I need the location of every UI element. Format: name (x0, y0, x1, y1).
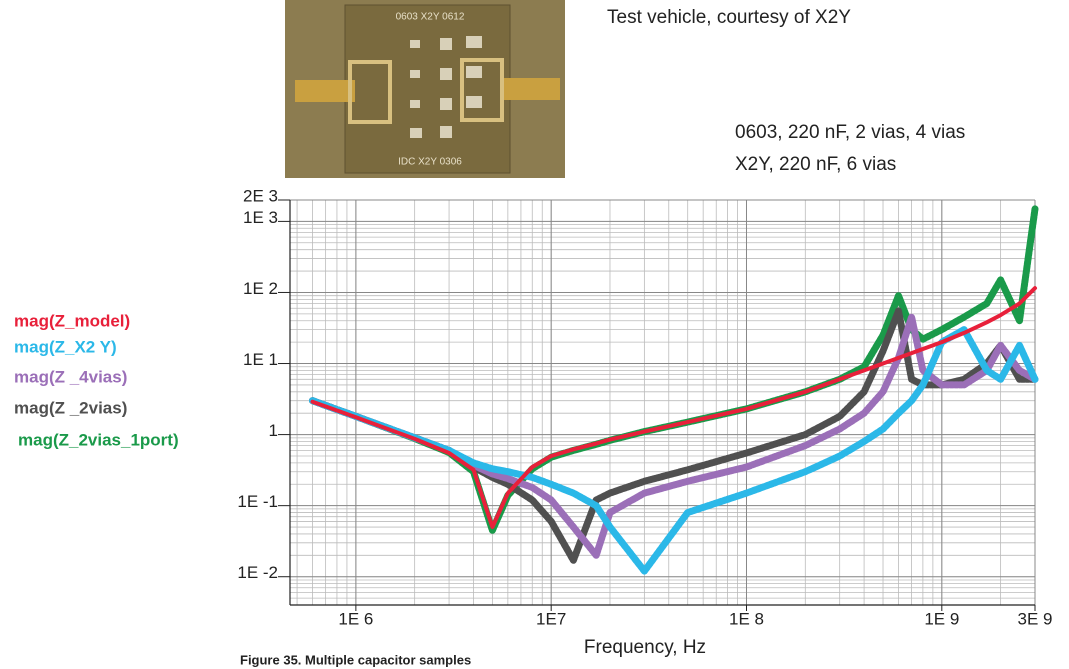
pads (410, 36, 482, 138)
x-tick-label: 1E 6 (338, 609, 373, 628)
y-tick-label: 1E 1 (243, 350, 278, 369)
y-tick-label: 1E -2 (237, 563, 278, 582)
caption: Test vehicle, courtesy of X2Y (607, 7, 851, 28)
legend-entry: mag(Z_model) (14, 311, 130, 330)
clip (348, 60, 392, 124)
connector (500, 78, 560, 100)
note: X2Y, 220 nF, 6 vias (735, 154, 896, 175)
x-tick-label: 1E 9 (924, 609, 959, 628)
series-line (310, 286, 1037, 529)
legend-entry: mag(Z _4vias) (14, 367, 127, 386)
pcb-photo: 0603 X2Y 0612 IDC X2Y 0306 (285, 0, 565, 178)
y-tick-label: 1 (269, 421, 278, 440)
legend-entry: mag(Z_X2 Y) (14, 337, 117, 356)
photo-label: 0603 X2Y 0612 (396, 12, 465, 23)
x-tick-label: 1E 8 (729, 609, 764, 628)
x-axis-title: Frequency, Hz (584, 637, 706, 658)
x-tick-label: 3E 9 (1018, 609, 1053, 628)
note: 0603, 220 nF, 2 vias, 4 vias (735, 122, 965, 143)
y-tick-label: 1E 2 (243, 279, 278, 298)
x-tick-label: 1E7 (536, 609, 566, 628)
connector (295, 80, 355, 102)
photo-label: IDC X2Y 0306 (398, 157, 462, 168)
legend-entry: mag(Z_2vias_1port) (18, 430, 179, 449)
y-tick-label: 2E 3 (243, 186, 278, 205)
y-tick-label: 1E 3 (243, 208, 278, 227)
series-line (309, 313, 1039, 559)
clip (460, 58, 504, 122)
figure-caption: Figure 35. Multiple capacitor samples (240, 652, 471, 667)
legend-entry: mag(Z _2vias) (14, 398, 127, 417)
board (344, 4, 511, 174)
y-tick-label: 1E -1 (237, 492, 278, 511)
